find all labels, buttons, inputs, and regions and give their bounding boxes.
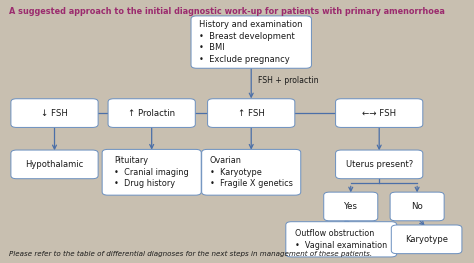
FancyBboxPatch shape — [108, 99, 195, 128]
Text: A suggested approach to the initial diagnostic work-up for patients with primary: A suggested approach to the initial diag… — [9, 7, 445, 16]
FancyBboxPatch shape — [336, 150, 423, 179]
Text: Yes: Yes — [344, 202, 358, 211]
FancyBboxPatch shape — [286, 222, 397, 257]
Text: Pituitary
•  Cranial imaging
•  Drug history: Pituitary • Cranial imaging • Drug histo… — [114, 156, 189, 188]
Text: FSH + prolactin: FSH + prolactin — [258, 76, 319, 85]
Text: ←→ FSH: ←→ FSH — [362, 109, 396, 118]
Text: Karyotype: Karyotype — [405, 235, 448, 244]
Text: History and examination
•  Breast development
•  BMI
•  Exclude pregnancy: History and examination • Breast develop… — [200, 21, 303, 64]
FancyBboxPatch shape — [11, 150, 98, 179]
FancyBboxPatch shape — [201, 149, 301, 195]
Text: No: No — [411, 202, 423, 211]
FancyBboxPatch shape — [324, 192, 378, 221]
FancyBboxPatch shape — [336, 99, 423, 128]
FancyBboxPatch shape — [390, 192, 444, 221]
Text: Outflow obstruction
•  Vaginal examination: Outflow obstruction • Vaginal examinatio… — [295, 229, 387, 250]
Text: ↑ Prolactin: ↑ Prolactin — [128, 109, 175, 118]
FancyBboxPatch shape — [102, 149, 201, 195]
FancyBboxPatch shape — [391, 225, 462, 254]
FancyBboxPatch shape — [11, 99, 98, 128]
Text: ↑ FSH: ↑ FSH — [238, 109, 264, 118]
Text: Please refer to the table of differential diagnoses for the next steps in manage: Please refer to the table of differentia… — [9, 251, 372, 257]
Text: Uterus present?: Uterus present? — [346, 160, 413, 169]
Text: Hypothalamic: Hypothalamic — [26, 160, 83, 169]
Text: ↓ FSH: ↓ FSH — [41, 109, 68, 118]
Text: Ovarian
•  Karyotype
•  Fragile X genetics: Ovarian • Karyotype • Fragile X genetics — [210, 156, 292, 188]
FancyBboxPatch shape — [191, 16, 311, 68]
FancyBboxPatch shape — [208, 99, 295, 128]
